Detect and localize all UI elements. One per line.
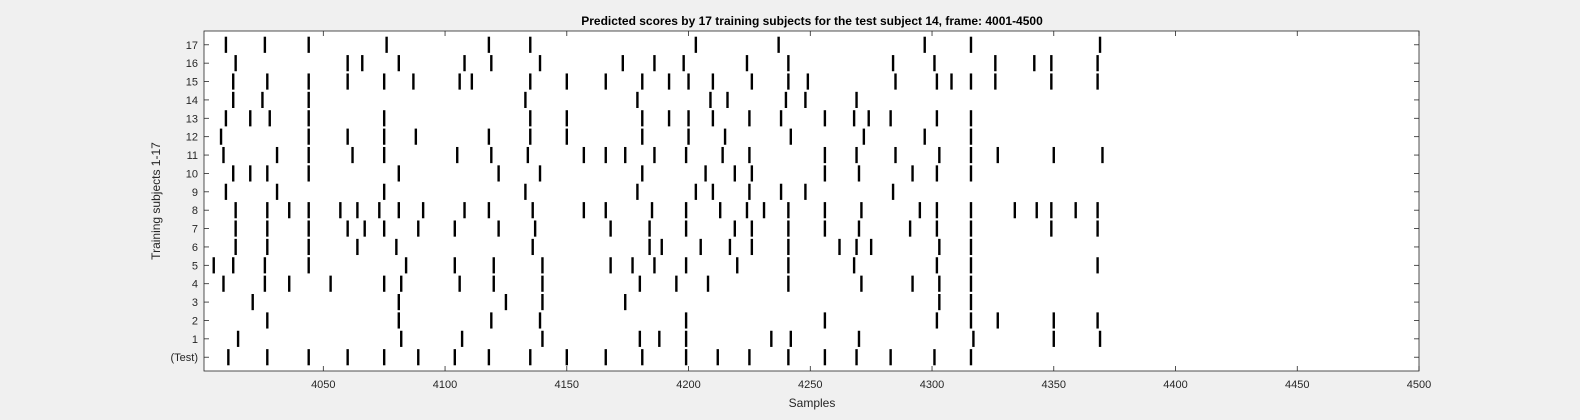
y-tick-label: 2 [192,315,198,327]
y-tick-label: (Test) [171,352,199,364]
chart-title: Predicted scores by 17 training subjects… [581,14,1043,28]
x-tick-label: 4050 [311,379,335,391]
x-tick-label: 4400 [1163,379,1187,391]
x-axis-label: Samples [789,396,836,410]
x-tick-label: 4300 [920,379,944,391]
y-tick-label: 8 [192,205,198,217]
y-tick-label: 17 [186,40,198,52]
x-tick-label: 4250 [798,379,822,391]
x-tick-label: 4150 [555,379,579,391]
y-tick-label: 3 [192,297,198,309]
y-tick-label: 10 [186,168,198,180]
y-tick-label: 7 [192,224,198,236]
y-tick-label: 5 [192,260,198,272]
y-tick-label: 13 [186,113,198,125]
plot-area [204,31,1419,371]
x-tick-label: 4350 [1042,379,1066,391]
y-tick-label: 11 [187,150,198,162]
y-tick-label: 12 [186,132,198,144]
y-tick-label: 15 [186,77,198,89]
plot-frame [203,30,1420,372]
y-tick-label: 1 [192,334,198,346]
spike-marks [212,36,1104,366]
y-tick-label: 6 [192,242,198,254]
x-tick-label: 4100 [433,379,457,391]
y-tick-label: 16 [186,58,198,70]
y-tick-label: 4 [192,279,198,291]
y-tick-label: 14 [186,95,198,107]
y-tick-label: 9 [192,187,198,199]
x-tick-label: 4200 [676,379,700,391]
y-axis-label: Training subjects 1-17 [149,142,163,260]
x-axis-ticks: 4050 4100 4150 4200 4250 4300 4350 4400 4450 4500 [311,31,1431,391]
x-tick-label: 4500 [1407,379,1431,391]
x-tick-label: 4450 [1285,379,1309,391]
